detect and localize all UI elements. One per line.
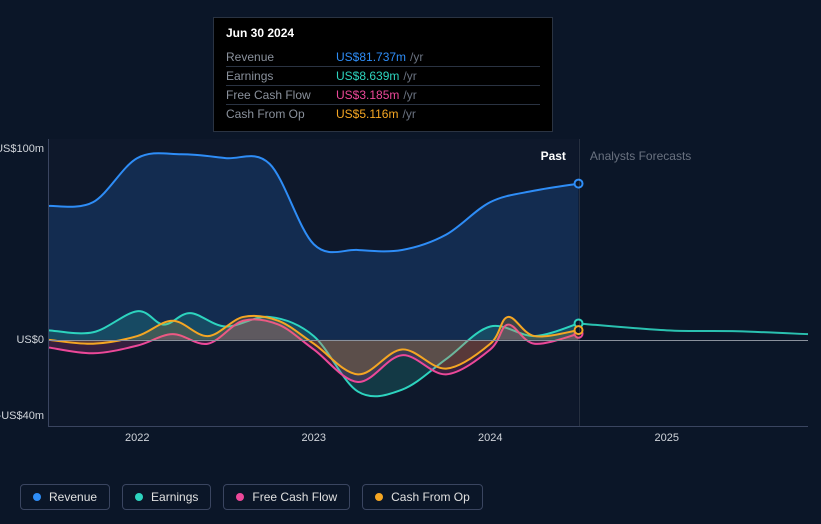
y-axis-tick: -US$40m: [0, 410, 44, 422]
legend-item-free-cash-flow[interactable]: Free Cash Flow: [223, 484, 350, 510]
financial-chart: US$100mUS$0-US$40m2022202320242025PastAn…: [18, 125, 808, 445]
legend-item-cash-from-op[interactable]: Cash From Op: [362, 484, 483, 510]
zero-gridline: [49, 340, 808, 341]
legend-label: Cash From Op: [391, 490, 470, 504]
tooltip-metric-value: US$81.737m/yr: [336, 50, 423, 64]
y-axis-tick: US$0: [0, 334, 44, 346]
legend-dot-icon: [236, 493, 244, 501]
legend-label: Free Cash Flow: [252, 490, 337, 504]
current-date-line: [579, 139, 580, 426]
tooltip-metric-label: Revenue: [226, 50, 316, 64]
past-region-label: Past: [541, 149, 566, 163]
legend-dot-icon: [135, 493, 143, 501]
tooltip-metric-value: US$8.639m/yr: [336, 69, 417, 83]
x-axis-tick: 2024: [478, 432, 502, 444]
x-axis-tick: 2023: [302, 432, 326, 444]
chart-plot-area[interactable]: US$100mUS$0-US$40m2022202320242025PastAn…: [48, 139, 808, 427]
tooltip-row: Revenue US$81.737m/yr: [226, 48, 540, 66]
legend-dot-icon: [375, 493, 383, 501]
tooltip-metric-value: US$5.116m/yr: [336, 107, 416, 121]
chart-svg: [49, 139, 808, 426]
chart-tooltip: Jun 30 2024 Revenue US$81.737m/yr Earnings…: [213, 17, 553, 132]
x-axis-tick: 2022: [125, 432, 149, 444]
tooltip-row: Earnings US$8.639m/yr: [226, 66, 540, 85]
tooltip-row: Cash From Op US$5.116m/yr: [226, 104, 540, 123]
legend-item-revenue[interactable]: Revenue: [20, 484, 110, 510]
forecast-region-label: Analysts Forecasts: [590, 149, 691, 163]
legend-label: Revenue: [49, 490, 97, 504]
chart-legend: Revenue Earnings Free Cash Flow Cash From O…: [20, 484, 483, 510]
legend-label: Earnings: [151, 490, 198, 504]
tooltip-metric-value: US$3.185m/yr: [336, 88, 417, 102]
tooltip-metric-label: Earnings: [226, 69, 316, 83]
tooltip-date: Jun 30 2024: [226, 26, 540, 44]
y-axis-tick: US$100m: [0, 143, 44, 155]
x-axis-tick: 2025: [655, 432, 679, 444]
tooltip-metric-label: Free Cash Flow: [226, 88, 316, 102]
legend-item-earnings[interactable]: Earnings: [122, 484, 211, 510]
tooltip-row: Free Cash Flow US$3.185m/yr: [226, 85, 540, 104]
legend-dot-icon: [33, 493, 41, 501]
tooltip-metric-label: Cash From Op: [226, 107, 316, 121]
